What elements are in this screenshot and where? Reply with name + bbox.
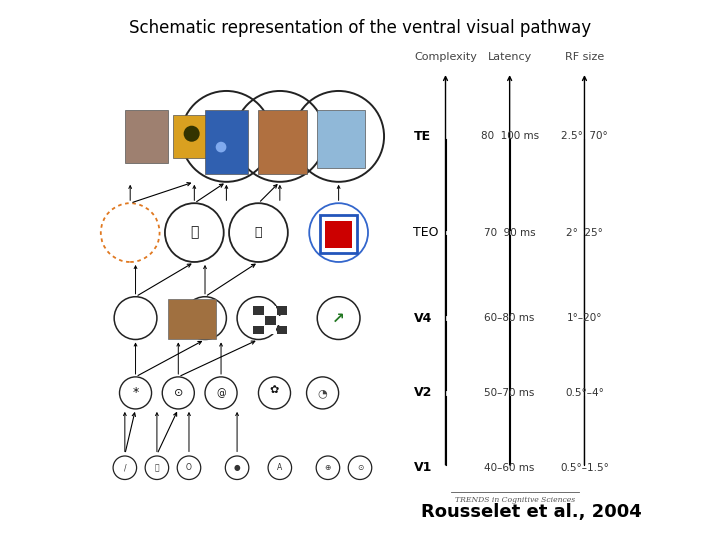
Text: ⌒: ⌒ xyxy=(155,463,159,472)
Text: ⊙: ⊙ xyxy=(357,463,363,472)
Text: 70  90 ms: 70 90 ms xyxy=(484,227,536,238)
Text: Latency: Latency xyxy=(487,51,532,62)
Text: 80  100 ms: 80 100 ms xyxy=(480,131,539,141)
Text: ⊕: ⊕ xyxy=(325,463,331,472)
Text: /: / xyxy=(124,463,126,472)
Text: Rousselet et al., 2004: Rousselet et al., 2004 xyxy=(420,503,642,521)
Text: TRENDS in Cognitive Sciences: TRENDS in Cognitive Sciences xyxy=(455,496,575,504)
Bar xyxy=(265,306,276,315)
Bar xyxy=(320,215,357,253)
Text: V2: V2 xyxy=(413,387,432,400)
Bar xyxy=(205,110,248,174)
Bar xyxy=(253,316,264,325)
Bar xyxy=(325,221,352,247)
Bar xyxy=(253,306,264,315)
Text: 🏺: 🏺 xyxy=(255,226,262,239)
Text: ◔: ◔ xyxy=(318,388,328,398)
Text: Schematic representation of the ventral visual pathway: Schematic representation of the ventral … xyxy=(129,19,591,37)
Text: O: O xyxy=(186,463,192,472)
Text: ⊙: ⊙ xyxy=(174,388,183,398)
Text: TE: TE xyxy=(413,130,431,143)
Text: Complexity: Complexity xyxy=(414,51,477,62)
Text: 0.5°–4°: 0.5°–4° xyxy=(565,388,604,398)
Circle shape xyxy=(184,126,199,141)
Bar xyxy=(125,110,168,163)
Text: 1°–20°: 1°–20° xyxy=(567,313,602,323)
Text: 40–60 ms: 40–60 ms xyxy=(485,463,535,472)
Bar xyxy=(318,110,365,168)
Bar xyxy=(168,299,216,340)
Text: 0.5°–1.5°: 0.5°–1.5° xyxy=(560,463,609,472)
Bar xyxy=(173,115,210,158)
Bar xyxy=(265,316,276,325)
Bar xyxy=(265,326,276,334)
Text: ✿: ✿ xyxy=(270,385,279,395)
Bar xyxy=(253,326,264,334)
Circle shape xyxy=(216,141,226,152)
Text: @: @ xyxy=(216,388,226,398)
Text: ●: ● xyxy=(234,463,240,472)
Text: ↗: ↗ xyxy=(332,310,345,326)
Text: V1: V1 xyxy=(413,461,432,474)
Text: 2°  25°: 2° 25° xyxy=(566,227,603,238)
Bar xyxy=(276,306,287,315)
Text: RF size: RF size xyxy=(565,51,604,62)
Text: 2.5°  70°: 2.5° 70° xyxy=(561,131,608,141)
Text: TEO: TEO xyxy=(413,226,439,239)
Text: V4: V4 xyxy=(413,312,432,325)
Text: *: * xyxy=(132,387,139,400)
Text: A: A xyxy=(277,463,282,472)
Bar xyxy=(258,110,307,174)
Text: 50–70 ms: 50–70 ms xyxy=(485,388,535,398)
Bar xyxy=(276,326,287,334)
Text: ✋: ✋ xyxy=(190,226,199,240)
Text: 60–80 ms: 60–80 ms xyxy=(485,313,535,323)
Bar xyxy=(276,316,287,325)
